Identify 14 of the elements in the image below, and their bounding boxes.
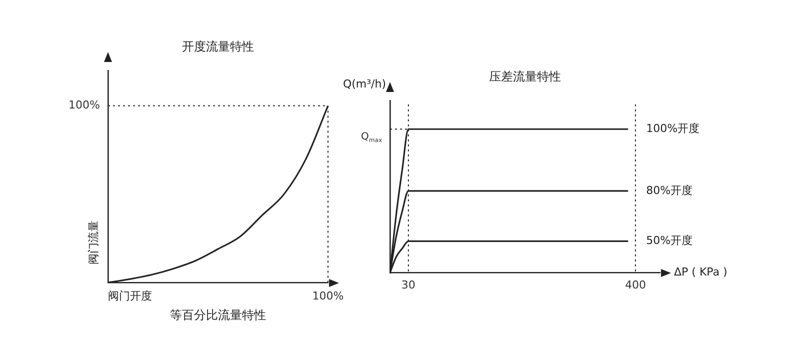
series-label: 50%开度 <box>646 234 693 248</box>
y-axis-title: Q(m³/h) <box>342 77 386 90</box>
series-label: 80%开度 <box>646 184 693 197</box>
x-tick-label: 30 <box>401 278 416 292</box>
text: 等百分比流量特性 <box>170 308 266 322</box>
chart-title: 压差流量特性 <box>489 69 561 84</box>
x-tick-label: 400 <box>624 278 646 292</box>
chart-title: 开度流量特性 <box>182 39 254 54</box>
text: 100% <box>312 289 344 302</box>
ref-line-label: 100% <box>68 98 100 112</box>
x-axis-title: 阀门开度 <box>108 289 152 302</box>
x-axis-title: ΔP ( KPa ) <box>674 266 728 279</box>
y-axis-title: 阀门流量 <box>86 220 100 265</box>
series-label: 100%开度 <box>646 122 700 135</box>
